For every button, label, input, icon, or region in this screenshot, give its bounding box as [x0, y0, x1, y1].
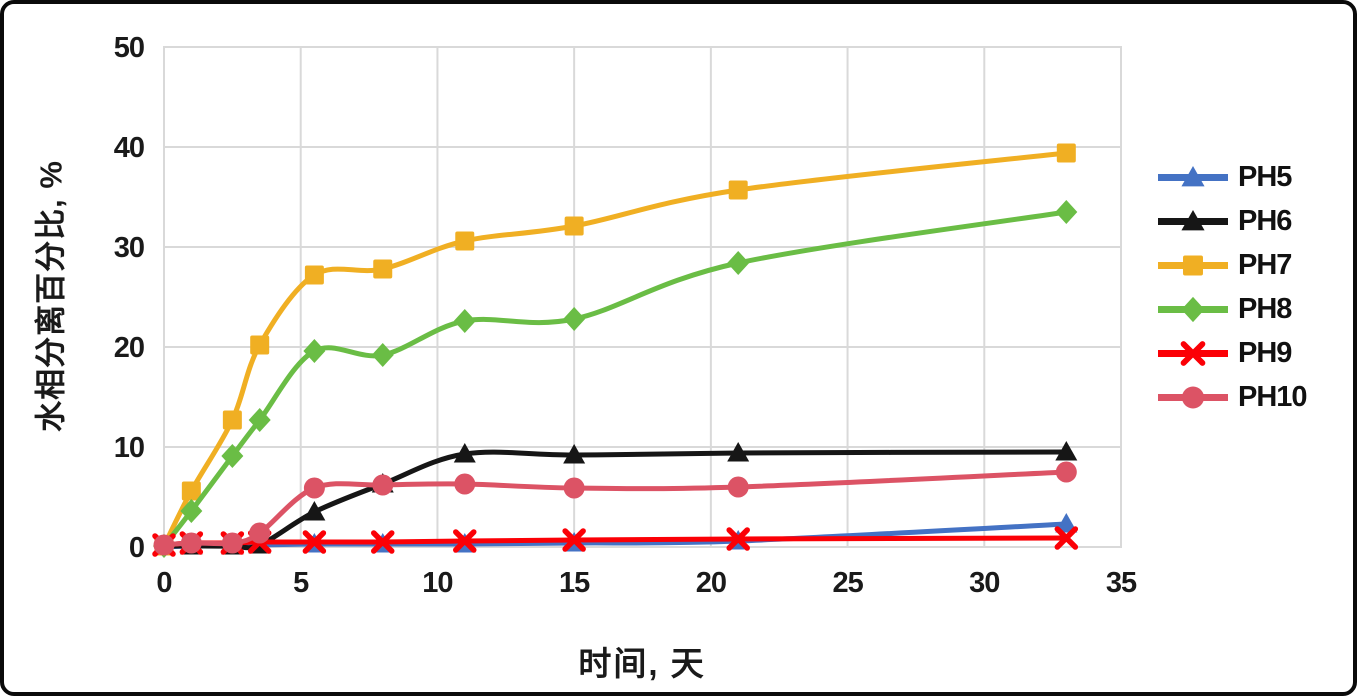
y-tick-label: 20 — [114, 332, 144, 364]
series-PH7-marker — [728, 180, 748, 200]
x-tick-label: 20 — [696, 567, 726, 599]
legend-item-ph10: PH10 — [1156, 381, 1308, 413]
legend-item-ph7: PH7 — [1156, 250, 1307, 281]
series-PH8-marker — [248, 408, 271, 432]
series-PH7-marker — [1056, 143, 1076, 163]
legend-circle-icon — [1158, 386, 1228, 409]
series-PH8-marker — [180, 499, 203, 523]
legend-label-ph9: PH9 — [1238, 337, 1292, 369]
series-PH8-marker — [371, 343, 394, 367]
series-PH7-marker — [304, 265, 324, 285]
series-PH8-marker — [221, 444, 244, 468]
series-PH7-marker — [250, 335, 270, 355]
legend-marker-ph5 — [1181, 165, 1205, 187]
series-PH10-marker — [727, 476, 749, 498]
legend-marker-ph6 — [1181, 209, 1205, 231]
y-tick-label: 40 — [114, 132, 144, 164]
legend-label-ph7: PH7 — [1238, 249, 1292, 281]
series-PH10-marker — [303, 477, 325, 499]
y-tick-label: 10 — [114, 432, 144, 464]
legend-square-icon — [1158, 255, 1228, 276]
series-PH10-marker — [249, 522, 271, 544]
x-tick-label: 0 — [156, 567, 171, 599]
series-PH9-marker — [726, 527, 750, 551]
legend-triangle-icon — [1158, 209, 1228, 231]
series-PH6-marker — [303, 501, 326, 521]
series-PH10-marker — [563, 477, 585, 499]
legend-marker-ph9 — [1180, 341, 1206, 366]
series-PH10-marker — [221, 532, 243, 554]
series-PH6-marker — [563, 444, 586, 464]
series-PH7-marker — [455, 231, 475, 251]
series-PH9-marker — [1054, 526, 1079, 550]
series-PH9-marker — [370, 530, 395, 554]
x-tick-label: 15 — [559, 567, 590, 599]
legend-label-ph8: PH8 — [1238, 293, 1292, 325]
y-tick-label: 50 — [114, 32, 144, 64]
series-PH7-marker — [373, 259, 393, 279]
x-tick-label: 35 — [1106, 567, 1137, 599]
x-axis-title: 时间, 天 — [578, 645, 706, 682]
series-PH10-marker — [1055, 461, 1077, 483]
series-PH5-marker — [1055, 513, 1078, 533]
series-PH8-marker — [453, 309, 476, 333]
series-PH9-marker — [302, 530, 327, 554]
series-PH7-marker — [222, 410, 242, 430]
legend-triangle-icon — [1158, 165, 1228, 187]
legend-marker-ph7 — [1183, 255, 1203, 276]
y-axis-title: 水相分离百分比, % — [33, 160, 69, 432]
x-tick-label: 30 — [969, 567, 999, 599]
series-PH9-marker — [453, 529, 477, 553]
series-PH9-marker — [562, 528, 586, 552]
x-tick-label: 10 — [422, 567, 452, 599]
legend-item-ph6: PH6 — [1156, 206, 1307, 237]
plot-border — [163, 46, 1122, 548]
series-PH10-marker — [153, 534, 175, 556]
series-PH6-marker — [727, 442, 750, 462]
legend-diamond-icon — [1158, 296, 1228, 323]
series-PH10-marker — [372, 474, 394, 496]
y-tick-label: 30 — [114, 232, 144, 264]
series-PH8-marker — [563, 307, 586, 331]
series-PH7-marker — [564, 216, 584, 236]
x-tick-label: 5 — [293, 567, 309, 599]
legend-x-icon — [1158, 341, 1228, 366]
legend-item-ph8: PH8 — [1156, 294, 1307, 325]
legend-label-ph10: PH10 — [1238, 381, 1308, 413]
series-PH10-marker — [180, 532, 202, 554]
line-chart-plot: 0 10 20 30 40 50 0 5 10 15 20 25 30 35 — [114, 32, 1138, 599]
x-tick-label: 25 — [832, 567, 863, 599]
series-PH7-marker — [181, 481, 201, 501]
series-PH10-line — [161, 469, 1069, 548]
series-PH10-marker — [454, 473, 476, 495]
series-PH8-marker — [303, 339, 326, 363]
legend-item-ph9: PH9 — [1156, 338, 1307, 369]
legend-marker-ph10 — [1181, 386, 1205, 409]
series-PH6-marker — [453, 443, 476, 463]
series-PH8-marker — [1055, 200, 1078, 224]
series-PH8-marker — [727, 251, 750, 275]
y-tick-label: 0 — [129, 532, 144, 564]
legend: PH5 PH6 PH7 PH8 PH9 PH10 — [1156, 162, 1308, 413]
legend-label-ph5: PH5 — [1238, 161, 1292, 193]
legend-label-ph6: PH6 — [1238, 205, 1292, 237]
legend-marker-ph8 — [1181, 296, 1205, 323]
series-PH6-marker — [1055, 441, 1078, 461]
legend-item-ph5: PH5 — [1156, 162, 1307, 193]
